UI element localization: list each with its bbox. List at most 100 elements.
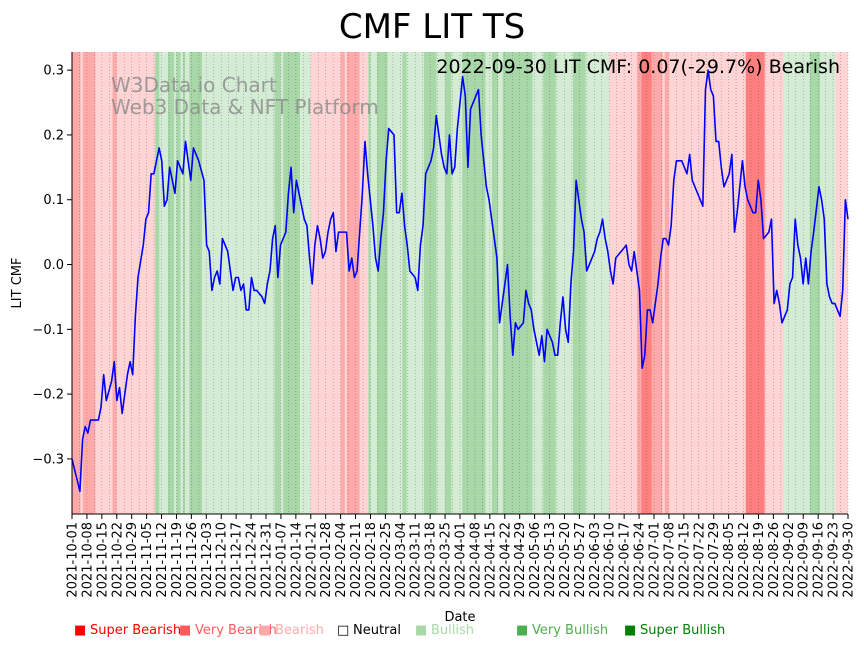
sentiment-zones [72, 52, 848, 514]
x-tick-label: 2021-10-15 [95, 522, 110, 598]
legend-label: Super Bearish [90, 623, 181, 638]
x-tick-label: 2022-09-02 [782, 522, 797, 598]
x-tick-label: 2022-04-01 [454, 522, 469, 598]
legend-item-bearish: ■ Bearish [259, 623, 324, 638]
zone-very-bullish [176, 52, 181, 514]
zone-very-bearish [72, 52, 81, 514]
x-tick-label: 2021-10-08 [80, 522, 95, 598]
chart-title: CMF LIT TS [339, 7, 525, 47]
x-tick-label: 2022-05-06 [528, 522, 543, 598]
x-tick-label: 2021-10-22 [110, 522, 125, 598]
zone-very-bullish [155, 52, 160, 514]
zone-very-bearish [340, 52, 345, 514]
x-tick-label: 2022-07-01 [648, 522, 663, 598]
legend-marker: ■ [74, 623, 86, 638]
zone-bearish [116, 52, 156, 514]
watermark: W3Data.io Chart Web3 Data & NFT Platform [111, 73, 379, 119]
y-ticks: −0.3 −0.2 −0.1 0.0 0.1 0.2 0.3 [32, 64, 72, 467]
zone-very-bullish [502, 52, 533, 514]
zone-bearish [95, 52, 113, 514]
zone-bearish [764, 52, 785, 514]
x-tick-label: 2022-04-22 [498, 522, 513, 598]
legend-label: Very Bullish [532, 623, 608, 638]
x-ticks: 2021-10-01 2021-10-08 2021-10-15 2021-10-22… [66, 514, 857, 598]
zone-very-bullish [368, 52, 371, 514]
y-tick-label: −0.2 [32, 388, 64, 403]
zone-bullish [159, 52, 168, 514]
x-tick-label: 2022-08-05 [722, 522, 737, 598]
x-tick-label: 2022-07-15 [677, 522, 692, 598]
zone-very-bullish [283, 52, 301, 514]
legend-marker: ■ [415, 623, 427, 638]
watermark-line-1: W3Data.io Chart [111, 73, 277, 97]
x-tick-label: 2022-06-24 [633, 522, 648, 598]
zone-very-bullish [402, 52, 407, 514]
legend-label: Very Bearish [195, 623, 277, 638]
zone-bullish [820, 52, 836, 514]
legend-item-super-bearish: ■ Super Bearish [74, 623, 181, 638]
x-axis-label: Date [444, 610, 475, 625]
zone-very-bullish [167, 52, 175, 514]
x-tick-label: 2022-02-11 [349, 522, 364, 598]
zone-very-bearish [651, 52, 663, 514]
zone-very-bullish [809, 52, 821, 514]
zone-very-bullish [491, 52, 499, 514]
x-tick-label: 2022-02-18 [364, 522, 379, 598]
y-tick-label: 0.3 [43, 64, 64, 79]
zone-bullish [300, 52, 311, 514]
legend: ■ Super Bearish■ Very Bearish■ Bearish □ Neut… [74, 623, 725, 638]
x-tick-label: 2022-08-12 [737, 522, 752, 598]
zone-bearish [835, 52, 848, 514]
zone-bullish [585, 52, 610, 514]
x-tick-label: 2021-10-29 [125, 522, 140, 598]
legend-item-super-bullish: ■ Super Bullish [624, 623, 725, 638]
legend-marker: ■ [624, 623, 636, 638]
zone-bearish [359, 52, 369, 514]
x-tick-label: 2022-04-15 [483, 522, 498, 598]
x-tick-label: 2022-06-10 [603, 522, 618, 598]
x-tick-label: 2021-12-10 [215, 522, 230, 598]
x-tick-label: 2022-07-22 [692, 522, 707, 598]
x-tick-label: 2022-08-19 [752, 522, 767, 598]
x-tick-label: 2022-03-18 [424, 522, 439, 598]
x-tick-label: 2021-11-19 [170, 522, 185, 598]
x-tick-label: 2021-11-05 [140, 522, 155, 598]
y-tick-label: 0.1 [43, 193, 64, 208]
zone-bullish [784, 52, 810, 514]
zone-very-bullish [376, 52, 388, 514]
zone-bearish [662, 52, 665, 514]
legend-label: Bearish [275, 623, 324, 638]
legend-marker: □ [337, 623, 349, 638]
zone-bullish [498, 52, 503, 514]
x-tick-label: 2022-02-04 [334, 522, 349, 598]
zone-bullish [451, 52, 463, 514]
y-tick-label: −0.3 [32, 452, 64, 467]
x-tick-label: 2021-11-26 [185, 522, 200, 598]
zone-bullish [184, 52, 190, 514]
y-axis-label: LIT CMF [10, 258, 25, 309]
zone-bullish [436, 52, 446, 514]
zone-very-bearish [664, 52, 669, 514]
zone-very-bearish [347, 52, 360, 514]
legend-label: Bullish [431, 623, 474, 638]
x-tick-label: 2021-11-12 [155, 522, 170, 598]
legend-item-bullish: ■ Bullish [415, 623, 474, 638]
x-tick-label: 2022-01-14 [289, 522, 304, 598]
x-tick-label: 2022-09-09 [797, 522, 812, 598]
x-tick-label: 2022-01-07 [274, 522, 289, 598]
latest-value-annotation: 2022-09-30 LIT CMF: 0.07(-29.7%) Bearish [436, 56, 840, 78]
y-tick-label: 0.0 [43, 258, 64, 273]
x-tick-label: 2022-06-17 [618, 522, 633, 598]
x-tick-label: 2022-03-11 [409, 522, 424, 598]
x-tick-label: 2022-06-03 [588, 522, 603, 598]
legend-item-very-bullish: ■ Very Bullish [516, 623, 608, 638]
x-tick-label: 2022-09-23 [827, 522, 842, 598]
x-tick-label: 2022-03-04 [394, 522, 409, 598]
legend-label: Super Bullish [640, 623, 725, 638]
legend-item-neutral: □ Neutral [337, 623, 401, 638]
x-tick-label: 2022-09-30 [842, 522, 857, 598]
x-tick-label: 2021-10-01 [66, 522, 81, 598]
x-tick-label: 2022-05-20 [558, 522, 573, 598]
x-tick-label: 2022-07-08 [662, 522, 677, 598]
legend-label: Neutral [353, 623, 401, 638]
